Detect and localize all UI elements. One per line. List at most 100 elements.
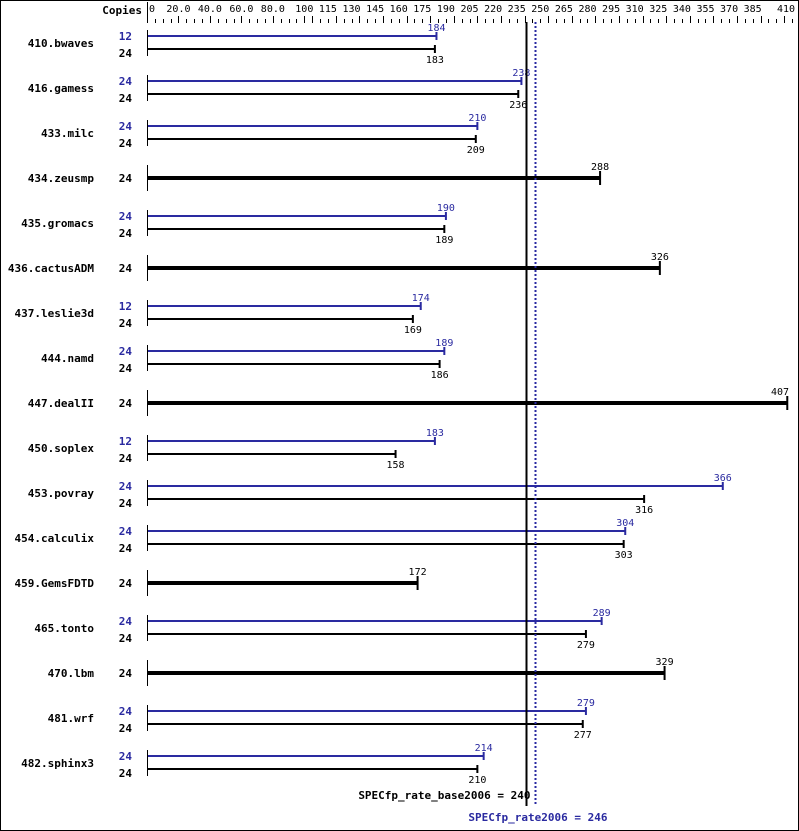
base-copies: 24 <box>119 362 133 375</box>
benchmark-name: 416.gamess <box>28 82 94 95</box>
peak-value-label: 279 <box>577 698 595 709</box>
base-copies: 24 <box>119 667 133 680</box>
peak-value-label: 174 <box>412 293 430 304</box>
peak-value-label: 189 <box>435 338 453 349</box>
base-copies: 24 <box>119 397 133 410</box>
base-value-label: 236 <box>509 100 527 111</box>
peak-value-label: 366 <box>714 473 732 484</box>
x-tick-label: 20.0 <box>166 4 190 15</box>
base-copies: 24 <box>119 227 133 240</box>
base-copies: 24 <box>119 172 133 185</box>
base-value-label: 326 <box>651 252 669 263</box>
x-tick-label: 205 <box>460 4 478 15</box>
benchmark-name: 436.cactusADM <box>8 262 94 275</box>
peak-copies: 12 <box>119 435 132 448</box>
benchmark-name: 410.bwaves <box>28 37 94 50</box>
base-value-label: 186 <box>431 370 449 381</box>
benchmark-row: 444.namd 24 24 189 186 <box>41 338 453 381</box>
base-value-label: 277 <box>574 730 592 741</box>
base-value-label: 158 <box>387 460 405 471</box>
x-tick-label: 145 <box>366 4 384 15</box>
base-copies: 24 <box>119 452 133 465</box>
base-copies: 24 <box>119 577 133 590</box>
base-copies: 24 <box>119 262 133 275</box>
x-tick-label: 410 <box>777 4 795 15</box>
peak-value-label: 304 <box>616 518 634 529</box>
peak-value-label: 238 <box>512 68 530 79</box>
base-reference-label: SPECfp_rate_base2006 = 240 <box>358 789 530 802</box>
benchmark-name: 459.GemsFDTD <box>15 577 95 590</box>
benchmark-row: 433.milc 24 24 210 209 <box>41 113 486 156</box>
base-copies: 24 <box>119 497 133 510</box>
benchmark-row: 453.povray 24 24 366 316 <box>28 473 732 516</box>
x-tick-label: 250 <box>531 4 549 15</box>
benchmark-name: 433.milc <box>41 127 94 140</box>
benchmark-name: 444.namd <box>41 352 94 365</box>
base-copies: 24 <box>119 137 133 150</box>
peak-value-label: 184 <box>427 23 445 34</box>
peak-copies: 24 <box>119 750 133 763</box>
base-value-label: 209 <box>467 145 485 156</box>
peak-copies: 24 <box>119 345 133 358</box>
base-value-label: 316 <box>635 505 653 516</box>
benchmark-name: 447.dealII <box>28 397 94 410</box>
x-tick-label: 0 <box>149 4 155 15</box>
x-axis: Copies 0 20.0 40.0 60.0 80.0 100 115 130 145 160 17… <box>102 2 795 23</box>
peak-value-label: 289 <box>593 608 611 619</box>
benchmark-row: 482.sphinx3 24 24 214 210 <box>21 743 493 786</box>
peak-copies: 24 <box>119 120 133 133</box>
benchmark-row: 450.soplex 12 24 183 158 <box>28 428 444 471</box>
benchmark-name: 434.zeusmp <box>28 172 95 185</box>
base-value-label: 172 <box>409 567 427 578</box>
benchmark-rows: 410.bwaves 12 24 184 183 416.gamess 24 24 238 236… <box>8 23 789 786</box>
reference-lines: SPECfp_rate_base2006 = 240 SPECfp_rate200… <box>358 22 608 824</box>
benchmark-name: 482.sphinx3 <box>21 757 94 770</box>
benchmark-row: 470.lbm 24 329 <box>48 657 674 686</box>
base-copies: 24 <box>119 722 133 735</box>
x-tick-label: 115 <box>319 4 337 15</box>
peak-value-label: 214 <box>475 743 493 754</box>
benchmark-name: 435.gromacs <box>21 217 94 230</box>
base-value-label: 183 <box>426 55 444 66</box>
x-tick-label: 310 <box>626 4 644 15</box>
benchmark-row: 434.zeusmp 24 288 <box>28 162 609 191</box>
benchmark-name: 450.soplex <box>28 442 95 455</box>
x-tick-label: 325 <box>649 4 667 15</box>
peak-copies: 24 <box>119 705 133 718</box>
base-value-label: 189 <box>435 235 453 246</box>
peak-reference-label: SPECfp_rate2006 = 246 <box>468 811 607 824</box>
x-tick-label: 160 <box>390 4 408 15</box>
base-value-label: 210 <box>468 775 486 786</box>
benchmark-name: 454.calculix <box>15 532 95 545</box>
benchmark-row: 465.tonto 24 24 289 279 <box>34 608 610 651</box>
benchmark-row: 437.leslie3d 12 24 174 169 <box>15 293 430 336</box>
x-tick-label: 100 <box>295 4 313 15</box>
benchmark-row: 454.calculix 24 24 304 303 <box>15 518 635 561</box>
benchmark-row: 410.bwaves 12 24 184 183 <box>28 23 446 66</box>
benchmark-row: 435.gromacs 24 24 190 189 <box>21 203 455 246</box>
x-tick-label: 190 <box>437 4 455 15</box>
base-value-label: 288 <box>591 162 609 173</box>
x-tick-label: 265 <box>555 4 573 15</box>
benchmark-row: 447.dealII 24 407 <box>28 387 789 416</box>
benchmark-name: 453.povray <box>28 487 95 500</box>
x-tick-label: 40.0 <box>198 4 222 15</box>
benchmark-row: 436.cactusADM 24 326 <box>8 252 669 281</box>
peak-copies: 24 <box>119 615 133 628</box>
base-copies: 24 <box>119 632 133 645</box>
x-tick-label: 295 <box>602 4 620 15</box>
x-tick-label: 130 <box>342 4 360 15</box>
peak-copies: 12 <box>119 30 132 43</box>
x-tick-label: 355 <box>696 4 714 15</box>
base-copies: 24 <box>119 317 133 330</box>
x-tick-label: 60.0 <box>229 4 253 15</box>
copies-header: Copies <box>102 4 142 17</box>
base-copies: 24 <box>119 767 133 780</box>
base-value-label: 169 <box>404 325 422 336</box>
x-tick-label: 370 <box>720 4 738 15</box>
x-tick-label: 220 <box>484 4 502 15</box>
peak-value-label: 190 <box>437 203 455 214</box>
benchmark-name: 465.tonto <box>34 622 94 635</box>
base-value-label: 279 <box>577 640 595 651</box>
benchmark-row: 459.GemsFDTD 24 172 <box>15 567 427 596</box>
